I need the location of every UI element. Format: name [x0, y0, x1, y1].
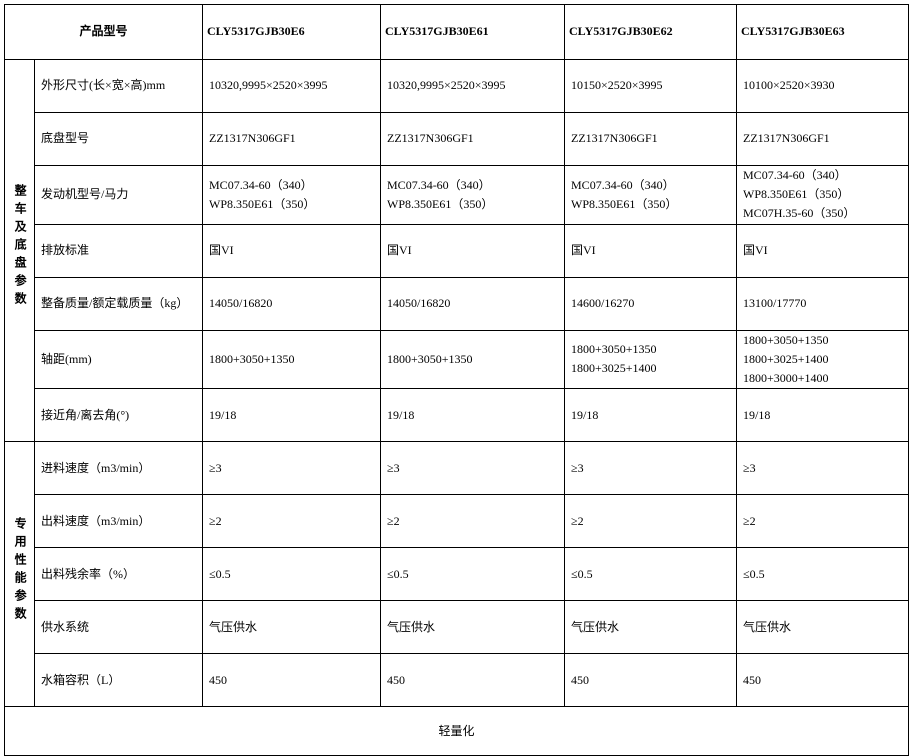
- table-row: 整备质量/额定载质量（kg）14050/1682014050/168201460…: [5, 277, 909, 330]
- cell: 1800+3050+1350: [381, 330, 565, 389]
- product-header-1: CLY5317GJB30E61: [381, 5, 565, 60]
- table-row: 底盘型号ZZ1317N306GF1ZZ1317N306GF1ZZ1317N306…: [5, 113, 909, 166]
- cell: 1800+3050+13501800+3025+14001800+3000+14…: [737, 330, 909, 389]
- cell: ≤0.5: [737, 548, 909, 601]
- row-label: 排放标准: [35, 224, 203, 277]
- cell: MC07.34-60（340）WP8.350E61（350）: [203, 166, 381, 225]
- cell: 19/18: [203, 389, 381, 442]
- cell: 国VI: [203, 224, 381, 277]
- cell: 气压供水: [381, 601, 565, 654]
- spec-table: 产品型号 CLY5317GJB30E6 CLY5317GJB30E61 CLY5…: [4, 4, 909, 756]
- cell: ≥3: [565, 442, 737, 495]
- cell: 14050/16820: [203, 277, 381, 330]
- cell: ≥3: [381, 442, 565, 495]
- cell: 气压供水: [565, 601, 737, 654]
- cell: MC07.34-60（340）WP8.350E61（350）: [381, 166, 565, 225]
- table-row: 接近角/离去角(°)19/1819/1819/1819/18: [5, 389, 909, 442]
- table-row: 出料残余率（%）≤0.5≤0.5≤0.5≤0.5: [5, 548, 909, 601]
- product-header-2: CLY5317GJB30E62: [565, 5, 737, 60]
- cell: 10320,9995×2520×3995: [381, 60, 565, 113]
- cell: 国VI: [381, 224, 565, 277]
- cell: 19/18: [565, 389, 737, 442]
- row-label: 轴距(mm): [35, 330, 203, 389]
- cell: 国VI: [565, 224, 737, 277]
- row-label: 底盘型号: [35, 113, 203, 166]
- group-header-text: 专用性能参数: [10, 517, 29, 625]
- cell: 国VI: [737, 224, 909, 277]
- row-label: 外形尺寸(长×宽×高)mm: [35, 60, 203, 113]
- header-row: 产品型号 CLY5317GJB30E6 CLY5317GJB30E61 CLY5…: [5, 5, 909, 60]
- cell: ZZ1317N306GF1: [737, 113, 909, 166]
- row-label: 水箱容积（L）: [35, 654, 203, 707]
- group-header: 整车及底盘参数: [5, 60, 35, 442]
- cell: 14050/16820: [381, 277, 565, 330]
- cell: 1800+3050+13501800+3025+1400: [565, 330, 737, 389]
- row-label: 整备质量/额定载质量（kg）: [35, 277, 203, 330]
- table-row: 出料速度（m3/min）≥2≥2≥2≥2: [5, 495, 909, 548]
- cell: MC07.34-60（340）WP8.350E61（350）MC07H.35-6…: [737, 166, 909, 225]
- cell: 气压供水: [737, 601, 909, 654]
- row-label-header: 产品型号: [5, 5, 203, 60]
- cell: 10320,9995×2520×3995: [203, 60, 381, 113]
- row-label: 进料速度（m3/min）: [35, 442, 203, 495]
- table-row: 供水系统气压供水气压供水气压供水气压供水: [5, 601, 909, 654]
- footer-cell: 轻量化: [5, 707, 909, 756]
- cell: 10100×2520×3930: [737, 60, 909, 113]
- product-header-0: CLY5317GJB30E6: [203, 5, 381, 60]
- cell: 450: [565, 654, 737, 707]
- table-row: 水箱容积（L）450450450450: [5, 654, 909, 707]
- cell: ≤0.5: [203, 548, 381, 601]
- row-label: 发动机型号/马力: [35, 166, 203, 225]
- cell: ≥2: [203, 495, 381, 548]
- table-row: 发动机型号/马力MC07.34-60（340）WP8.350E61（350）MC…: [5, 166, 909, 225]
- cell: 1800+3050+1350: [203, 330, 381, 389]
- cell: ≥3: [203, 442, 381, 495]
- table-row: 整车及底盘参数外形尺寸(长×宽×高)mm10320,9995×2520×3995…: [5, 60, 909, 113]
- cell: 14600/16270: [565, 277, 737, 330]
- cell: ≤0.5: [381, 548, 565, 601]
- group-header: 专用性能参数: [5, 442, 35, 707]
- cell: 450: [203, 654, 381, 707]
- table-row: 排放标准国VI国VI国VI国VI: [5, 224, 909, 277]
- cell: 气压供水: [203, 601, 381, 654]
- row-label: 出料残余率（%）: [35, 548, 203, 601]
- table-row: 专用性能参数进料速度（m3/min）≥3≥3≥3≥3: [5, 442, 909, 495]
- cell: 450: [737, 654, 909, 707]
- cell: 13100/17770: [737, 277, 909, 330]
- row-label: 接近角/离去角(°): [35, 389, 203, 442]
- cell: ≥3: [737, 442, 909, 495]
- table-row: 轴距(mm)1800+3050+13501800+3050+13501800+3…: [5, 330, 909, 389]
- footer-row: 轻量化: [5, 707, 909, 756]
- row-label: 供水系统: [35, 601, 203, 654]
- cell: ≥2: [565, 495, 737, 548]
- cell: ZZ1317N306GF1: [565, 113, 737, 166]
- cell: ≥2: [737, 495, 909, 548]
- cell: 19/18: [381, 389, 565, 442]
- product-header-3: CLY5317GJB30E63: [737, 5, 909, 60]
- cell: 19/18: [737, 389, 909, 442]
- cell: 450: [381, 654, 565, 707]
- group-header-text: 整车及底盘参数: [10, 184, 29, 310]
- cell: 10150×2520×3995: [565, 60, 737, 113]
- row-label: 出料速度（m3/min）: [35, 495, 203, 548]
- cell: ZZ1317N306GF1: [381, 113, 565, 166]
- cell: ≥2: [381, 495, 565, 548]
- cell: ZZ1317N306GF1: [203, 113, 381, 166]
- cell: MC07.34-60（340）WP8.350E61（350）: [565, 166, 737, 225]
- cell: ≤0.5: [565, 548, 737, 601]
